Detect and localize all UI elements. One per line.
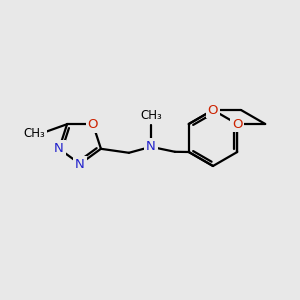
- Text: N: N: [146, 140, 156, 153]
- Text: O: O: [208, 103, 218, 116]
- Text: CH₃: CH₃: [24, 127, 45, 140]
- Text: N: N: [75, 158, 85, 170]
- Text: O: O: [232, 118, 242, 130]
- Text: CH₃: CH₃: [140, 109, 162, 122]
- Text: N: N: [54, 142, 64, 155]
- Text: O: O: [88, 118, 98, 131]
